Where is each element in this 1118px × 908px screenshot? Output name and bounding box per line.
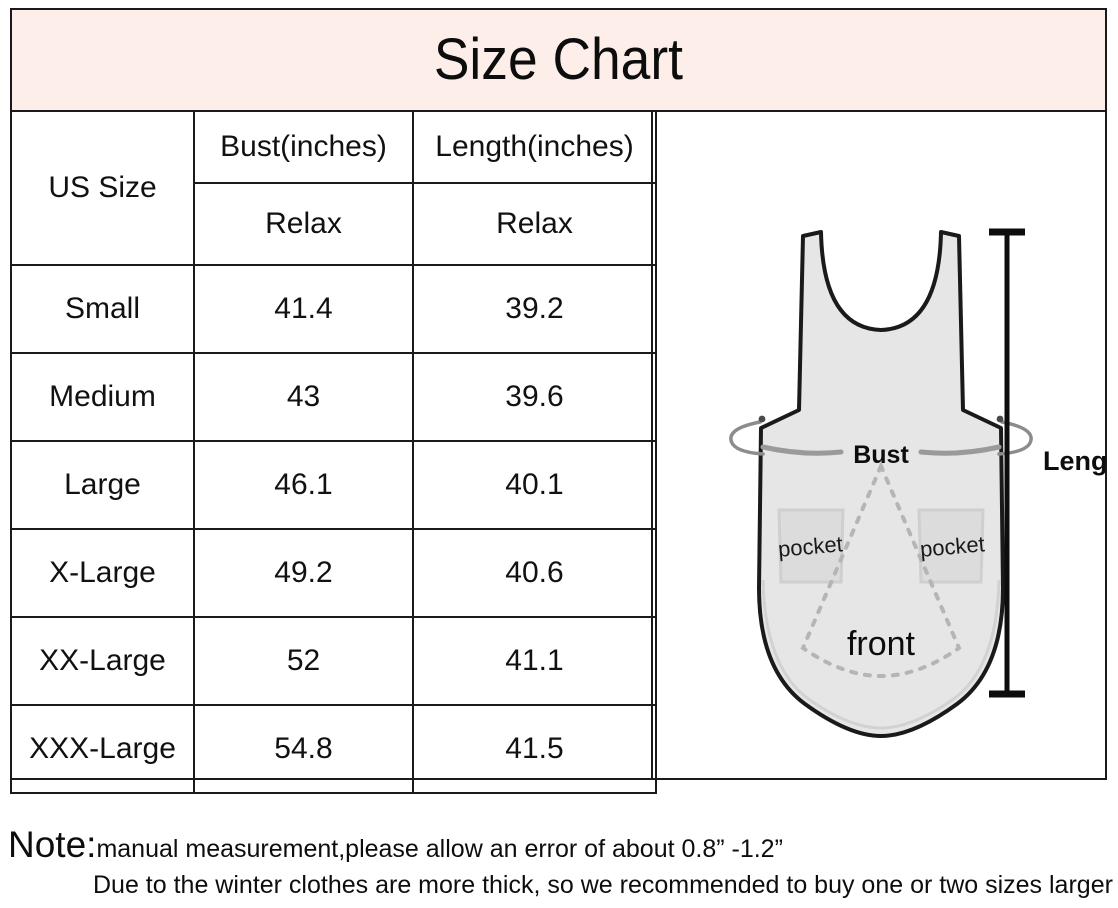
table-header-row-main: US Size Bust(inches) Length(inches) <box>10 110 657 266</box>
cell-bust: 43 <box>193 352 414 442</box>
cell-size: Medium <box>10 352 195 442</box>
cell-bust: 49.2 <box>193 528 414 618</box>
table-row: XXX-Large 54.8 41.5 <box>10 704 657 794</box>
garment-illustration-panel: Bust pocket pocket front Length <box>651 110 1107 780</box>
cell-length: 41.1 <box>412 616 657 706</box>
note-text-2: Due to the winter clothes are more thick… <box>93 871 1113 899</box>
cell-bust: 46.1 <box>193 440 414 530</box>
table-row: Medium 43 39.6 <box>10 352 657 442</box>
front-label: front <box>847 625 916 663</box>
column-subheader-bust-relax: Relax <box>193 182 414 266</box>
table-row: XX-Large 52 41.1 <box>10 616 657 706</box>
chart-title-bar: Size Chart <box>10 8 1107 112</box>
column-subheader-length-relax: Relax <box>412 182 657 266</box>
table-row: Large 46.1 40.1 <box>10 440 657 530</box>
bust-measure-line-right <box>918 444 1002 456</box>
cell-bust: 41.4 <box>193 264 414 354</box>
front-panel-dotted-outline <box>800 460 962 679</box>
garment-diagram-svg: Bust pocket pocket front Length <box>729 228 1107 738</box>
page-title: Size Chart <box>433 27 684 92</box>
tape-measure-left-tip <box>758 415 766 423</box>
pocket-right-label: pocket <box>919 531 986 562</box>
length-label: Length <box>1043 446 1107 476</box>
cell-length: 40.1 <box>412 440 657 530</box>
column-header-bust: Bust(inches) <box>193 110 414 184</box>
note-label: Note: <box>8 824 97 865</box>
table-row: X-Large 49.2 40.6 <box>10 528 657 618</box>
column-header-us-size: US Size <box>10 110 195 266</box>
cell-length: 41.5 <box>412 704 657 794</box>
cell-length: 39.6 <box>412 352 657 442</box>
pocket-left-shape <box>777 508 845 584</box>
cell-length: 39.2 <box>412 264 657 354</box>
cell-bust: 54.8 <box>193 704 414 794</box>
tape-measure-right-tip <box>996 415 1004 423</box>
size-table: US Size Bust(inches) Length(inches) Rela… <box>10 110 657 794</box>
bust-measure-line-left <box>760 444 844 456</box>
cell-size: XXX-Large <box>10 704 195 794</box>
table-header-row-sub: Relax Relax <box>11 182 657 266</box>
note-text-1: manual measurement,please allow an error… <box>96 835 783 863</box>
cell-size: X-Large <box>10 528 195 618</box>
pocket-left-label: pocket <box>777 531 844 562</box>
column-header-length: Length(inches) <box>412 110 657 184</box>
cell-length: 40.6 <box>412 528 657 618</box>
cell-size: Large <box>10 440 195 530</box>
cell-size: XX-Large <box>10 616 195 706</box>
cell-bust: 52 <box>193 616 414 706</box>
garment-hem-shading <box>761 579 1001 730</box>
cell-size: Small <box>10 264 195 354</box>
table-row: Small 41.4 39.2 <box>10 264 657 354</box>
note-line-1: Note:manual measurement,please allow an … <box>8 826 1118 863</box>
notes-block: Note:manual measurement,please allow an … <box>8 826 1118 898</box>
tape-measure-left-arc <box>729 420 765 456</box>
tape-measure-right-arc <box>997 420 1033 456</box>
